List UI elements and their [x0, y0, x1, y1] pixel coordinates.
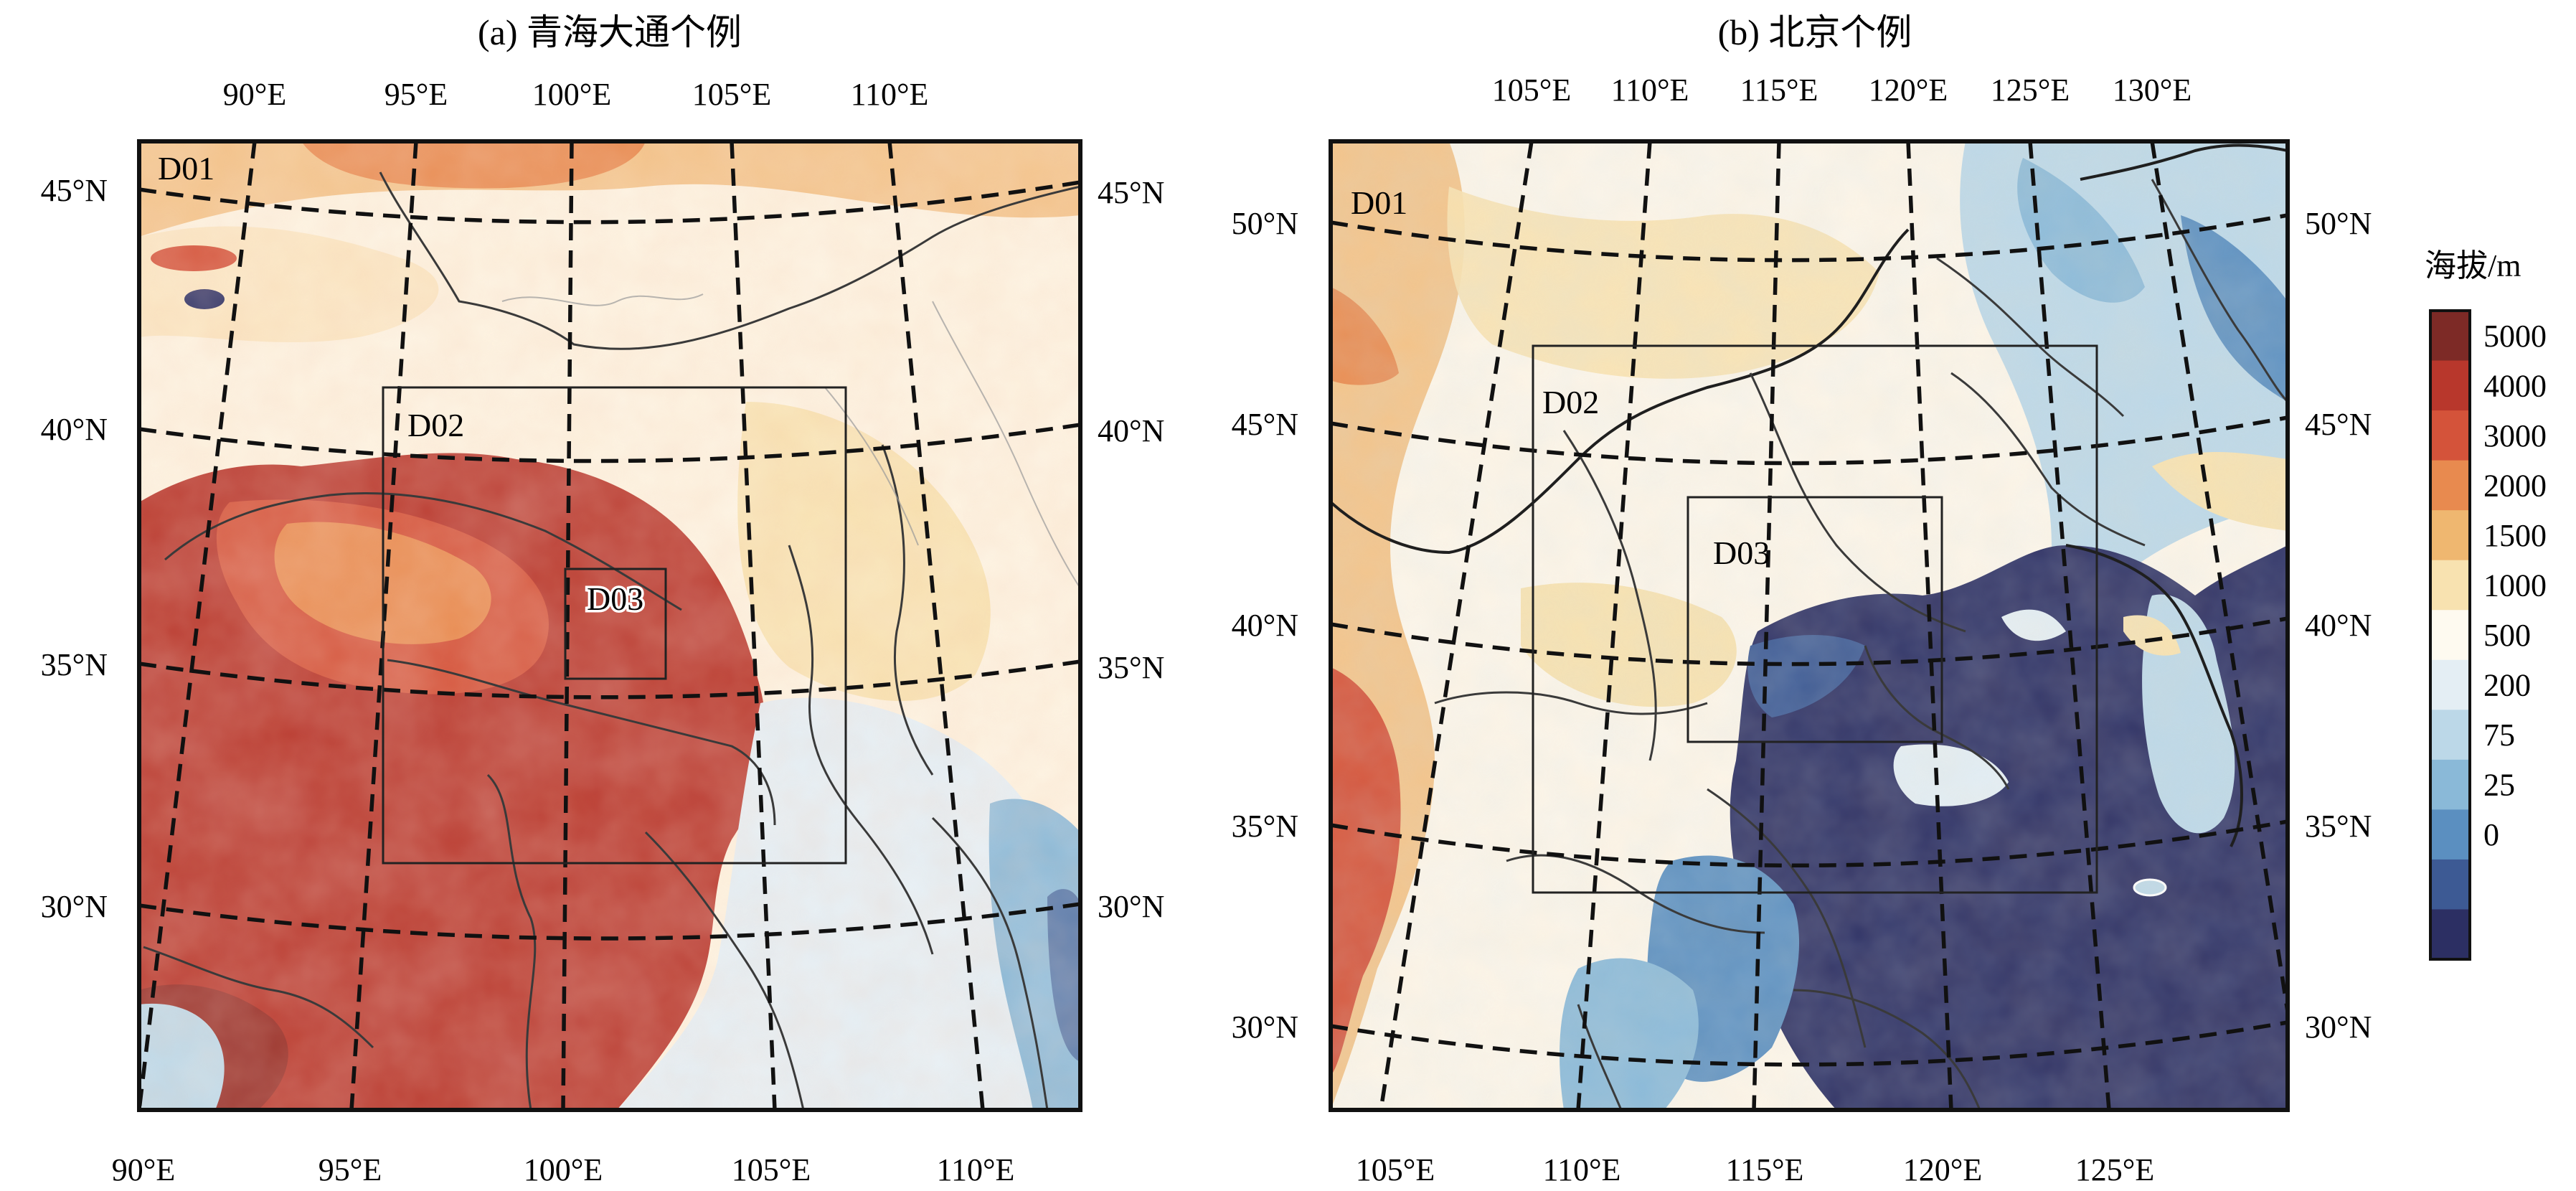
panel-a-lat-left-45: 45°N	[41, 173, 108, 208]
panel-b-lat-left-40: 40°N	[1232, 608, 1298, 643]
panel-b-lon-bottom-labels: 105°E 110°E 115°E 120°E 125°E	[1356, 1152, 2154, 1187]
panel-b-lat-left-50: 50°N	[1232, 206, 1298, 241]
panel-b-title: (b) 北京个例	[1718, 12, 1912, 52]
colorbar-swatch	[2430, 809, 2470, 860]
panel-a-terrain-field	[139, 141, 1080, 1110]
colorbar-swatch	[2430, 410, 2470, 461]
colorbar-label: 25	[2483, 768, 2515, 803]
colorbar-title: 海拔/m	[2425, 248, 2521, 283]
panel-b-lon-top-125: 125°E	[1991, 72, 2070, 108]
panel-a-lat-left-30: 30°N	[41, 889, 108, 924]
colorbar-label: 4000	[2483, 368, 2547, 403]
colorbar-swatch	[2430, 710, 2470, 761]
panel-a-lat-right-40: 40°N	[1098, 413, 1164, 448]
panel-a-lon-top-100: 100°E	[532, 77, 611, 112]
colorbar-label: 5000	[2483, 319, 2547, 354]
colorbar-swatch	[2430, 759, 2470, 810]
panel-b-lon-top-105: 105°E	[1492, 72, 1571, 108]
panel-a-d02-label: D02	[407, 407, 464, 443]
colorbar-swatch	[2430, 659, 2470, 710]
colorbar-label: 1500	[2483, 518, 2547, 553]
panel-b-lat-right-30: 30°N	[2305, 1009, 2372, 1045]
panel-a-d02-box	[382, 386, 847, 865]
panel-b-lat-left-30: 30°N	[1232, 1009, 1298, 1045]
panel-b-lon-top-115: 115°E	[1740, 72, 1818, 108]
colorbar-swatches	[2430, 311, 2470, 960]
panel-a-lat-right-labels: 45°N 40°N 35°N 30°N	[1098, 175, 1164, 924]
panel-a-title: (a) 青海大通个例	[478, 12, 742, 52]
panel-b-lat-right-40: 40°N	[2305, 608, 2372, 643]
colorbar-label: 2000	[2483, 468, 2547, 503]
panel-a-lon-top-labels: 90°E 95°E 100°E 105°E 110°E	[223, 77, 929, 112]
panel-b-d02-box	[1532, 344, 2098, 894]
panel-a-lon-bottom-90: 90°E	[112, 1152, 175, 1187]
colorbar-swatch	[2430, 311, 2470, 362]
colorbar-label: 75	[2483, 717, 2515, 753]
panel-a-lon-bottom-labels: 90°E 95°E 100°E 105°E 110°E	[112, 1152, 1015, 1187]
colorbar-label: 1000	[2483, 568, 2547, 603]
colorbar-swatch	[2430, 360, 2470, 411]
colorbar-labels: 5000 4000 3000 2000 1500 1000 500 200 75 25 0	[2483, 319, 2547, 852]
panel-a-lat-right-45: 45°N	[1098, 175, 1164, 210]
panel-a-lon-bottom-110: 110°E	[937, 1152, 1015, 1187]
panel-b-terrain-field	[1331, 141, 2288, 1110]
colorbar-swatch	[2430, 510, 2470, 561]
panel-a-lon-top-90: 90°E	[223, 77, 286, 112]
panel-a-lon-top-95: 95°E	[384, 77, 448, 112]
panel-a-lon-bottom-105: 105°E	[732, 1152, 811, 1187]
colorbar-label: 3000	[2483, 418, 2547, 453]
colorbar-label: 500	[2483, 618, 2531, 653]
panel-b-lon-bottom-105: 105°E	[1356, 1152, 1435, 1187]
panel-b-d01-label: D01	[1351, 184, 1407, 221]
panel-b-beijing: (b) 北京个例	[1232, 12, 2372, 1187]
panel-a-lat-right-35: 35°N	[1098, 650, 1164, 685]
colorbar-swatch	[2430, 859, 2470, 910]
panel-a-lon-top-110: 110°E	[851, 77, 929, 112]
panel-b-d02-label: D02	[1542, 384, 1599, 420]
panel-b-lon-top-120: 120°E	[1869, 72, 1948, 108]
panel-a-lon-bottom-100: 100°E	[524, 1152, 603, 1187]
colorbar-frame	[2429, 309, 2471, 961]
panel-a-lat-left-35: 35°N	[41, 647, 108, 682]
colorbar-swatch	[2430, 460, 2470, 511]
panel-a-d01-label: D01	[158, 150, 214, 187]
panel-a-lat-left-labels: 45°N 40°N 35°N 30°N	[41, 173, 108, 924]
panel-a-frame	[137, 139, 1082, 1112]
panel-b-lat-right-35: 35°N	[2305, 809, 2372, 844]
panel-b-lat-left-35: 35°N	[1232, 809, 1298, 844]
colorbar-swatch	[2430, 610, 2470, 661]
panel-b-frame	[1329, 139, 2290, 1112]
panel-b-lat-left-45: 45°N	[1232, 407, 1298, 442]
panel-a-lat-right-30: 30°N	[1098, 889, 1164, 924]
panel-b-lat-right-50: 50°N	[2305, 206, 2372, 241]
panel-b-d03-box	[1686, 496, 1943, 743]
panel-a-lon-top-105: 105°E	[692, 77, 771, 112]
elevation-colorbar: 海拔/m 5000 4000 3000 2000 1500 1000 500 200 75 25 0	[2425, 248, 2547, 961]
panel-a-d03-label: D03	[587, 580, 643, 617]
panel-b-lon-top-130: 130°E	[2113, 72, 2192, 108]
panel-a-graticule	[139, 141, 1080, 1110]
panel-b-lon-bottom-120: 120°E	[1903, 1152, 1982, 1187]
colorbar-swatch	[2430, 560, 2470, 611]
panel-b-d03-label: D03	[1713, 535, 1770, 571]
colorbar-label: 0	[2483, 817, 2499, 852]
panel-b-lon-top-labels: 105°E 110°E 115°E 120°E 125°E 130°E	[1492, 72, 2192, 108]
panel-b-lon-top-110: 110°E	[1611, 72, 1689, 108]
panel-a-qinghai-datong: (a) 青海大通个例	[41, 12, 1165, 1187]
panel-a-d03-box	[564, 568, 667, 680]
panel-b-lon-bottom-110: 110°E	[1543, 1152, 1621, 1187]
panel-b-lat-left-labels: 50°N 45°N 40°N 35°N 30°N	[1232, 206, 1298, 1045]
panel-b-lon-bottom-125: 125°E	[2075, 1152, 2154, 1187]
panel-b-lat-right-labels: 50°N 45°N 40°N 35°N 30°N	[2305, 206, 2372, 1045]
panel-a-lon-bottom-95: 95°E	[319, 1152, 382, 1187]
panel-b-graticule	[1331, 141, 2288, 1110]
panel-a-lat-left-40: 40°N	[41, 412, 108, 447]
colorbar-label: 200	[2483, 668, 2531, 703]
colorbar-swatch	[2430, 909, 2470, 960]
panel-b-lat-right-45: 45°N	[2305, 407, 2372, 442]
panel-b-lon-bottom-115: 115°E	[1726, 1152, 1804, 1187]
